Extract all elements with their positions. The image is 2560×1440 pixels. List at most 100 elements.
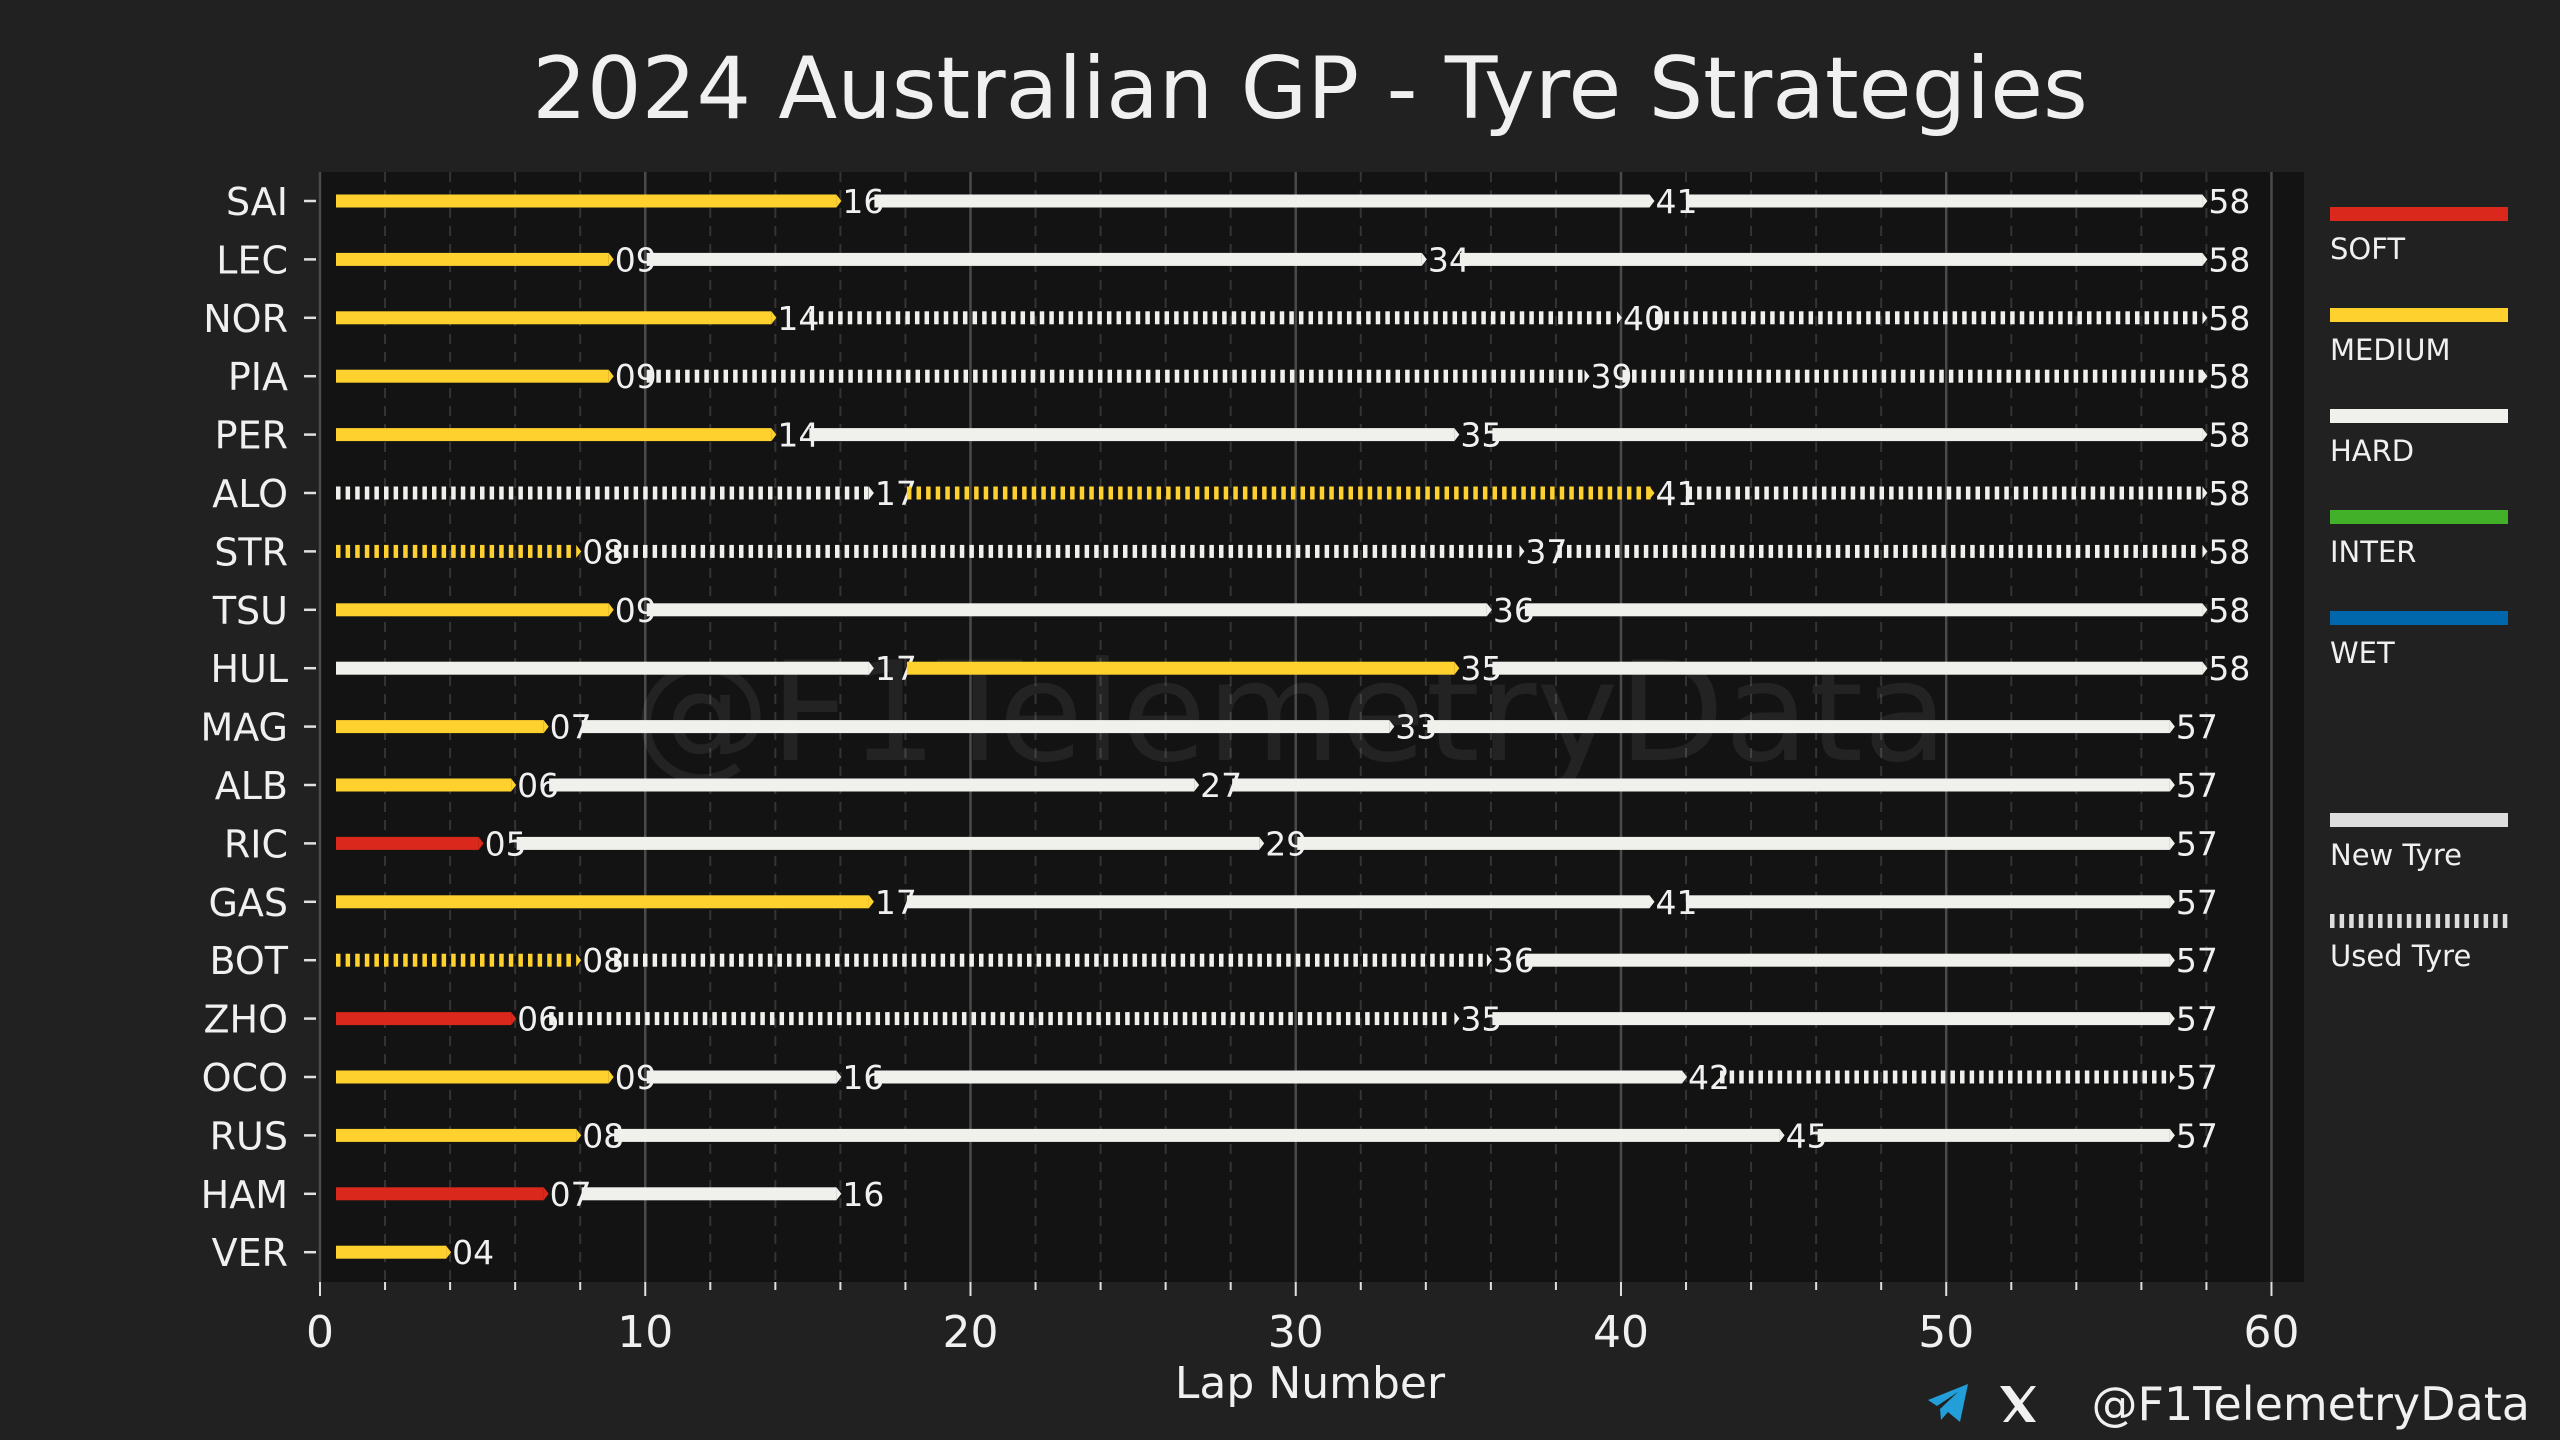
stint-dash (769, 1012, 775, 1026)
stint-dash (1856, 311, 1862, 325)
legend-dash (2397, 914, 2402, 928)
stint-bar-hard-new (1297, 836, 2170, 850)
stint-dash (2112, 369, 2117, 383)
stint-dash (1558, 369, 1564, 383)
stint-bar-hard-used (549, 1012, 1447, 1026)
stint-dash (2104, 1070, 2109, 1084)
stint-dash (635, 1012, 641, 1026)
stint-dash (1046, 953, 1051, 967)
stint-dash (1747, 369, 1752, 383)
legend-swatch-used (2330, 914, 2508, 928)
stint-dash (1937, 486, 1942, 500)
stint-dash (1126, 369, 1132, 383)
stint-dash (1078, 311, 1083, 325)
stint-dash (1144, 1012, 1149, 1026)
stint-dash (913, 1012, 919, 1026)
stint-dash (654, 1012, 660, 1026)
stint-dash (777, 544, 782, 558)
stint-dash (1529, 369, 1535, 383)
stint-dash (1012, 486, 1018, 500)
stint-dash (1482, 486, 1488, 500)
stint-dash (1559, 486, 1565, 500)
stint-dash (1558, 311, 1563, 325)
x-axis: 0 10 20 30 40 50 60 (306, 1282, 2299, 1358)
stint-dash (1353, 544, 1358, 558)
stint-end-lap-label: 58 (2208, 649, 2250, 688)
stint-end-marker (1421, 252, 1427, 266)
driver-row-bot: 08 36 57 (336, 941, 2218, 980)
stint-dash (2181, 544, 2186, 558)
stint-dash (1578, 486, 1584, 500)
stint-dash (1596, 311, 1602, 325)
stint-dash (1046, 544, 1051, 558)
stint-dash (998, 544, 1003, 558)
stint-dash (412, 486, 418, 500)
stint-bar-soft-new (336, 1187, 544, 1201)
stint-dash (2025, 369, 2031, 383)
y-axis-labels: SAI LEC NOR PIA PER ALO STR TSU HUL MAG ALB RIC GAS B… (200, 180, 316, 1275)
stint-end-marker (2169, 836, 2175, 850)
stint-dash (2131, 369, 2136, 383)
stint-dash (549, 1012, 554, 1026)
stint-dash (2154, 311, 2159, 325)
stint-end-marker (511, 778, 517, 792)
stint-dash (556, 544, 562, 558)
stint-dash (1365, 1012, 1370, 1026)
stint-dash (1641, 369, 1647, 383)
stint-dash (1816, 544, 1822, 558)
stint-dash (1357, 369, 1362, 383)
stint-dash (422, 544, 427, 558)
stint-bar-medium-new (336, 194, 837, 208)
stint-dash (480, 544, 485, 558)
driver-label: ZHO (203, 998, 288, 1042)
stint-dash (1329, 486, 1334, 500)
stint-dash (412, 544, 418, 558)
stint-dash (1164, 311, 1170, 325)
stint-dash (1682, 544, 1687, 558)
legend-dash (2330, 914, 2335, 928)
stint-dash (2167, 486, 2173, 500)
stint-dash (1891, 369, 1896, 383)
stint-dash (614, 544, 619, 558)
stint-dash (2018, 544, 2023, 558)
driver-row-mag: 07 33 57 (336, 708, 2218, 747)
stint-end-lap-label: 57 (2176, 766, 2218, 805)
stint-dash (1017, 544, 1022, 558)
stint-dash (963, 369, 969, 383)
stint-dash (959, 544, 965, 558)
stint-dash (767, 544, 773, 558)
stint-dash (1539, 369, 1545, 383)
stint-dash (1793, 486, 1798, 500)
stint-dash (665, 369, 671, 383)
stint-dash (1376, 369, 1381, 383)
stint-dash (1458, 544, 1464, 558)
stint-dash (1041, 486, 1046, 500)
stint-dash (1860, 486, 1865, 500)
stint-dash (1939, 369, 1944, 383)
stint-end-marker (868, 661, 874, 675)
stint-dash (1201, 1012, 1207, 1026)
stint-dash (1898, 486, 1904, 500)
x-axis-label: Lap Number (1175, 1358, 1446, 1409)
stint-dash (781, 369, 786, 383)
stint-dash (1001, 369, 1007, 383)
stint-end-marker (2202, 194, 2208, 208)
stint-dash (2171, 544, 2177, 558)
stint-dash (761, 369, 767, 383)
stint-dash (1163, 1012, 1169, 1026)
stint-dash (1077, 1012, 1082, 1026)
stint-dash (558, 1012, 564, 1026)
stint-dash (1175, 486, 1181, 500)
telegram-icon[interactable] (1928, 1384, 1968, 1422)
stint-dash (1269, 1012, 1274, 1026)
stint-dash (1384, 1012, 1389, 1026)
stint-dash (1473, 486, 1478, 500)
stint-dash (671, 544, 677, 558)
x-icon[interactable] (2000, 1386, 2036, 1422)
stint-dash (1300, 486, 1306, 500)
stint-bar-hard-new (1492, 1012, 2170, 1026)
stint-dash (815, 544, 821, 558)
stint-dash (1088, 369, 1093, 383)
stint-dash (1366, 311, 1371, 325)
stint-dash (2085, 544, 2090, 558)
